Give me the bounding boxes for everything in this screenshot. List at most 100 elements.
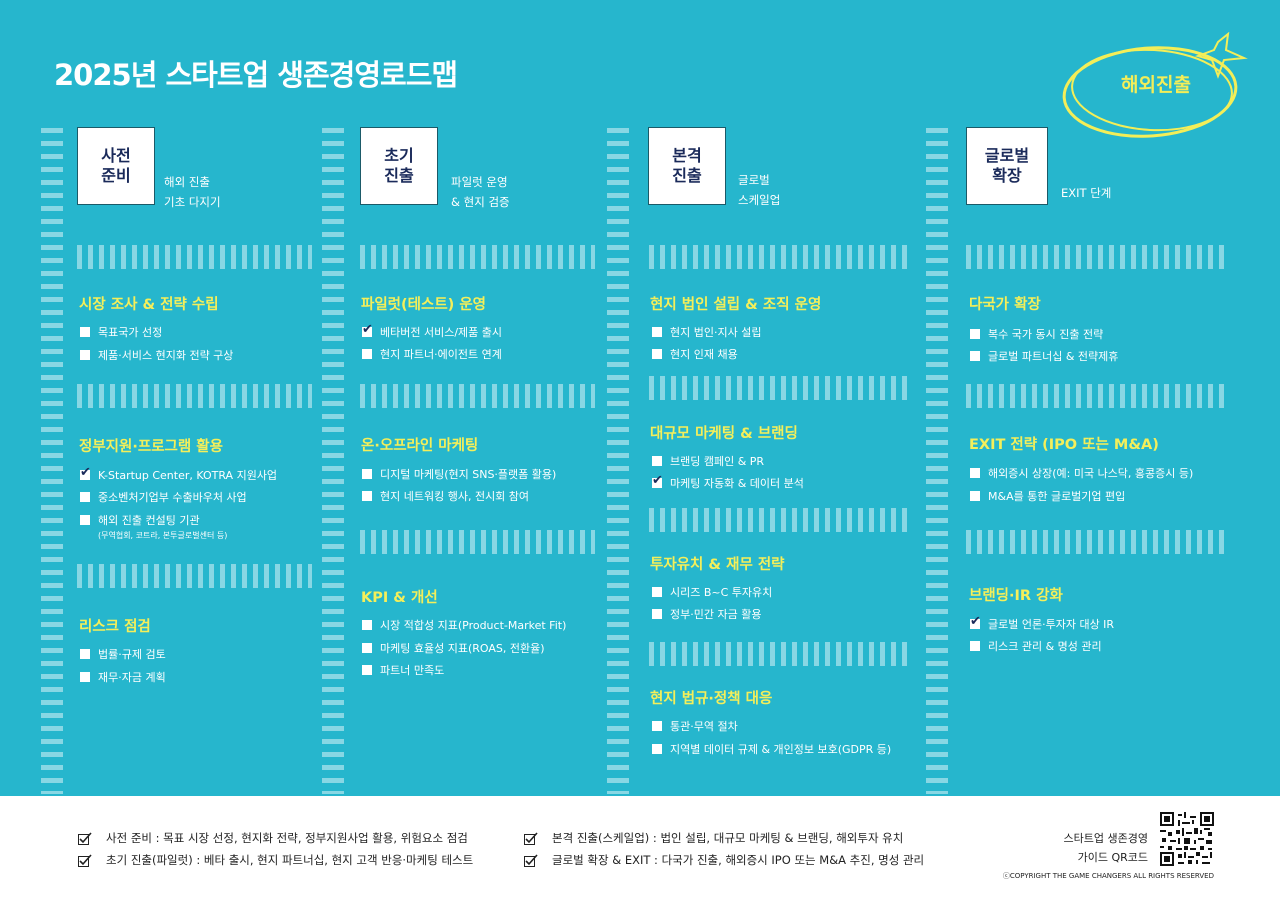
checkbox[interactable]: [362, 469, 372, 479]
check-box-icon: [524, 853, 538, 867]
checklist-item[interactable]: 지역별 데이터 규제 & 개인정보 보호(GDPR 등): [652, 741, 891, 757]
checklist-item[interactable]: 시리즈 B~C 투자유치: [652, 584, 772, 600]
checkbox[interactable]: [970, 468, 980, 478]
checkbox[interactable]: [362, 491, 372, 501]
qr-code-icon[interactable]: [1160, 812, 1214, 866]
checkbox[interactable]: [652, 587, 662, 597]
checklist-item[interactable]: 현지 파트너·에이전트 연계: [362, 346, 502, 362]
footer-item: 글로벌 확장 & EXIT : 다국가 진출, 해외증시 IPO 또는 M&A …: [524, 852, 924, 868]
check-box-icon: [78, 853, 92, 867]
checkbox[interactable]: [80, 327, 90, 337]
checkbox[interactable]: [80, 515, 90, 525]
checkbox[interactable]: [362, 620, 372, 630]
checklist-item[interactable]: 재무·자금 계획: [80, 669, 166, 685]
checklist-item[interactable]: 목표국가 선정: [80, 324, 162, 340]
checklist-item[interactable]: 중소벤처기업부 수출바우처 사업: [80, 489, 247, 505]
checkmark-icon: ✔: [970, 614, 981, 629]
section-title: KPI & 개선: [361, 590, 438, 606]
section-title: 투자유치 & 재무 전략: [650, 557, 785, 573]
copyright-text: ⓒCOPYRIGHT THE GAME CHANGERS ALL RIGHTS …: [1002, 872, 1214, 880]
checkbox[interactable]: [970, 351, 980, 361]
checkbox[interactable]: [80, 672, 90, 682]
checklist-item[interactable]: 디지털 마케팅(현지 SNS·플랫폼 활용): [362, 466, 556, 482]
section-title: 현지 법인 설립 & 조직 운영: [650, 297, 822, 313]
checkbox[interactable]: [652, 744, 662, 754]
checkbox-checked[interactable]: ✔: [362, 323, 373, 337]
checkbox[interactable]: [362, 665, 372, 675]
checklist-item[interactable]: 정부·민간 자금 활용: [652, 606, 761, 622]
divider: [966, 384, 1228, 408]
checklist-item[interactable]: 해외 진출 컨설팅 기관: [80, 512, 200, 528]
checkbox[interactable]: [80, 649, 90, 659]
stage-name: 초기 진출: [384, 146, 414, 185]
section-title: 리스크 점검: [79, 619, 151, 635]
checklist-item[interactable]: 파트너 만족도: [362, 662, 444, 678]
checkbox[interactable]: [80, 350, 90, 360]
checklist-item[interactable]: ✔ 마케팅 자동화 & 데이터 분석: [652, 473, 804, 490]
checklist-item[interactable]: 마케팅 효율성 지표(ROAS, 전환율): [362, 640, 545, 656]
checklist-item[interactable]: 브랜딩 캠페인 & PR: [652, 453, 764, 469]
checkbox[interactable]: [362, 643, 372, 653]
divider: [649, 508, 911, 532]
section-title: 대규모 마케팅 & 브랜딩: [650, 426, 798, 442]
stage-desc: 글로벌 스케일업: [738, 173, 781, 208]
badge-label: 해외진출: [1121, 74, 1191, 96]
divider: [360, 384, 595, 408]
checklist-item[interactable]: 현지 법인·지사 설립: [652, 324, 761, 340]
checklist-item[interactable]: 시장 적합성 지표(Product-Market Fit): [362, 617, 566, 633]
checkbox[interactable]: [652, 609, 662, 619]
section-title: 온·오프라인 마케팅: [361, 438, 479, 454]
divider: [966, 245, 1228, 269]
overseas-badge: 해외진출: [1058, 32, 1254, 150]
stripe-col-3: [607, 128, 629, 794]
section-title: 정부지원·프로그램 활용: [79, 439, 223, 455]
checklist-item[interactable]: 제품·서비스 현지화 전략 구상: [80, 347, 233, 363]
checkbox[interactable]: [970, 491, 980, 501]
stage-name: 사전 준비: [101, 146, 131, 185]
checkbox[interactable]: [970, 641, 980, 651]
stage-box-initial: 초기 진출: [360, 127, 438, 205]
stage-name: 본격 진출: [672, 146, 702, 185]
checklist-item[interactable]: 통관·무역 절차: [652, 718, 738, 734]
checkbox[interactable]: [652, 456, 662, 466]
checklist-item[interactable]: 법률·규제 검토: [80, 646, 166, 662]
stage-box-full: 본격 진출: [648, 127, 726, 205]
checkmark-icon: ✔: [652, 473, 663, 488]
checklist-item[interactable]: 리스크 관리 & 명성 관리: [970, 638, 1102, 654]
divider: [649, 245, 911, 269]
footer-item: 본격 진출(스케일업) : 법인 설립, 대규모 마케팅 & 브랜딩, 해외투자…: [524, 830, 903, 846]
checklist-item[interactable]: ✔ 베타버전 서비스/제품 출시: [362, 322, 503, 339]
checkbox-checked[interactable]: ✔: [652, 474, 663, 488]
stage-name: 글로벌 확장: [984, 146, 1030, 185]
checklist-item[interactable]: 복수 국가 동시 진출 전략: [970, 326, 1103, 342]
checklist-item[interactable]: ✔ K-Startup Center, KOTRA 지원사업: [80, 465, 278, 482]
checkbox[interactable]: [652, 349, 662, 359]
stripe-col-2: [322, 128, 344, 794]
footer-item: 초기 진출(파일럿) : 베타 출시, 현지 파트너십, 현지 고객 반응·마케…: [78, 852, 473, 868]
checkmark-icon: ✔: [362, 322, 373, 337]
checkbox[interactable]: [652, 327, 662, 337]
divider: [360, 245, 595, 269]
checkbox[interactable]: [970, 329, 980, 339]
checkbox-checked[interactable]: ✔: [80, 466, 91, 480]
checklist-item[interactable]: M&A를 통한 글로벌기업 편입: [970, 488, 1125, 504]
section-title: 현지 법규·정책 대응: [650, 691, 773, 707]
stage-desc: 해외 진출 기초 다지기: [164, 175, 221, 210]
checkbox[interactable]: [652, 721, 662, 731]
section-title: 다국가 확장: [969, 297, 1041, 313]
checkbox-checked[interactable]: ✔: [970, 615, 981, 629]
divider: [77, 245, 312, 269]
checkbox[interactable]: [362, 349, 372, 359]
checklist-item[interactable]: 해외증시 상장(예: 미국 나스닥, 홍콩증시 등): [970, 465, 1193, 481]
stripe-col-1: [41, 128, 63, 794]
footer-item: 사전 준비 : 목표 시장 선정, 현지화 전략, 정부지원사업 활용, 위험요…: [78, 830, 468, 846]
item-note: (무역협회, 코트라, 본투글로벌센터 등): [98, 531, 228, 540]
section-title: EXIT 전략 (IPO 또는 M&A): [969, 437, 1159, 453]
checklist-item[interactable]: 글로벌 파트너십 & 전략제휴: [970, 348, 1118, 364]
divider: [360, 530, 595, 554]
checklist-item[interactable]: 현지 네트워킹 행사, 전시회 참여: [362, 488, 529, 504]
stage-desc: EXIT 단계: [1061, 186, 1112, 200]
checkbox[interactable]: [80, 492, 90, 502]
checklist-item[interactable]: 현지 인재 채용: [652, 346, 738, 362]
checklist-item[interactable]: ✔ 글로벌 언론·투자자 대상 IR: [970, 614, 1115, 631]
